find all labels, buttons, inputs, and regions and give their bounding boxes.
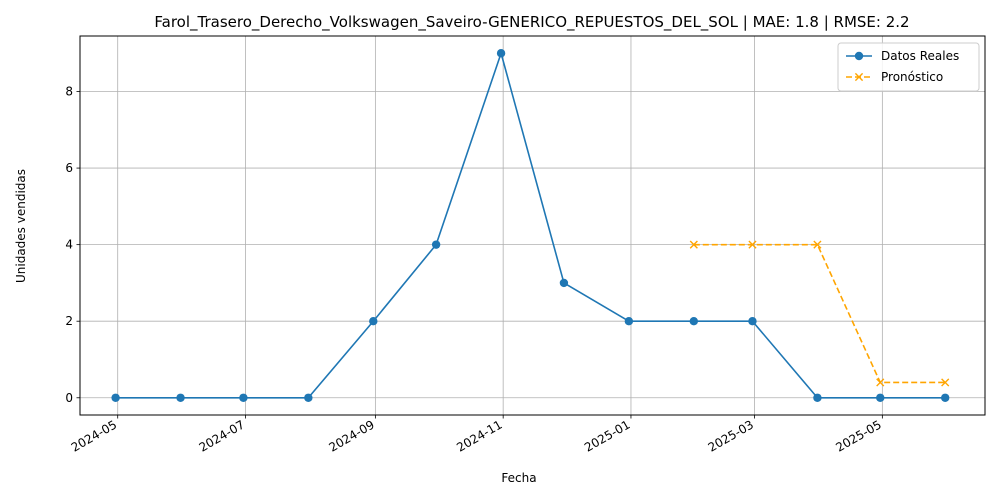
data-point bbox=[559, 278, 569, 288]
forecast-point bbox=[689, 240, 698, 249]
data-point bbox=[431, 240, 441, 249]
legend-entry-label: Datos Reales bbox=[881, 49, 959, 63]
y-tick-label: 4 bbox=[65, 238, 73, 252]
data-point bbox=[369, 317, 378, 326]
series-layer bbox=[111, 49, 950, 402]
marker-stroke bbox=[876, 378, 885, 387]
data-point bbox=[111, 393, 120, 402]
y-tick-label: 0 bbox=[65, 391, 73, 405]
data-point bbox=[748, 317, 757, 326]
y-tick-label: 6 bbox=[65, 161, 73, 175]
forecast-point bbox=[941, 378, 950, 387]
data-point bbox=[496, 49, 506, 58]
marker-stroke bbox=[748, 240, 757, 249]
chart-title: Farol_Trasero_Derecho_Volkswagen_Saveiro… bbox=[154, 13, 909, 32]
series-line-0 bbox=[115, 52, 946, 399]
plot-frame bbox=[79, 35, 986, 416]
forecast-point bbox=[876, 378, 885, 387]
x-tick-label: 2025-05 bbox=[833, 417, 883, 454]
data-point bbox=[624, 317, 634, 326]
grid bbox=[80, 36, 985, 415]
x-tick-label: 2024-11 bbox=[454, 417, 504, 454]
forecast-point bbox=[748, 240, 757, 249]
legend-swatch-marker bbox=[854, 51, 864, 61]
x-axis-label: Fecha bbox=[501, 471, 536, 485]
x-tick-label: 2024-05 bbox=[69, 417, 119, 454]
marker-stroke bbox=[813, 240, 822, 249]
x-tick-label: 2025-01 bbox=[582, 417, 632, 454]
ticks-layer: 0 2 4 6 8 2024-05 2024-07 2024-09 2024-11 2025-01… bbox=[65, 85, 883, 455]
data-point bbox=[813, 393, 822, 402]
data-point bbox=[176, 393, 185, 402]
x-tick-label: 2024-09 bbox=[326, 417, 376, 454]
marker-stroke bbox=[941, 378, 950, 387]
legend-entry-label: Pronóstico bbox=[881, 70, 943, 84]
y-tick-label: 8 bbox=[65, 85, 73, 99]
data-point bbox=[304, 393, 313, 402]
series-line-1 bbox=[693, 243, 946, 384]
data-point bbox=[239, 393, 248, 402]
legend-swatch-marker bbox=[854, 72, 864, 82]
forecast-point bbox=[813, 240, 822, 249]
data-point bbox=[689, 317, 699, 326]
y-tick-label: 2 bbox=[65, 314, 73, 328]
legend-frame bbox=[837, 42, 980, 92]
data-point bbox=[876, 393, 885, 402]
legend: Datos Reales Pronóstico bbox=[837, 42, 980, 92]
x-tick-label: 2025-03 bbox=[706, 417, 756, 454]
data-point bbox=[940, 393, 950, 402]
y-axis-label: Unidades vendidas bbox=[14, 169, 28, 283]
marker-stroke bbox=[689, 240, 698, 249]
x-tick-label: 2024-07 bbox=[197, 417, 247, 454]
